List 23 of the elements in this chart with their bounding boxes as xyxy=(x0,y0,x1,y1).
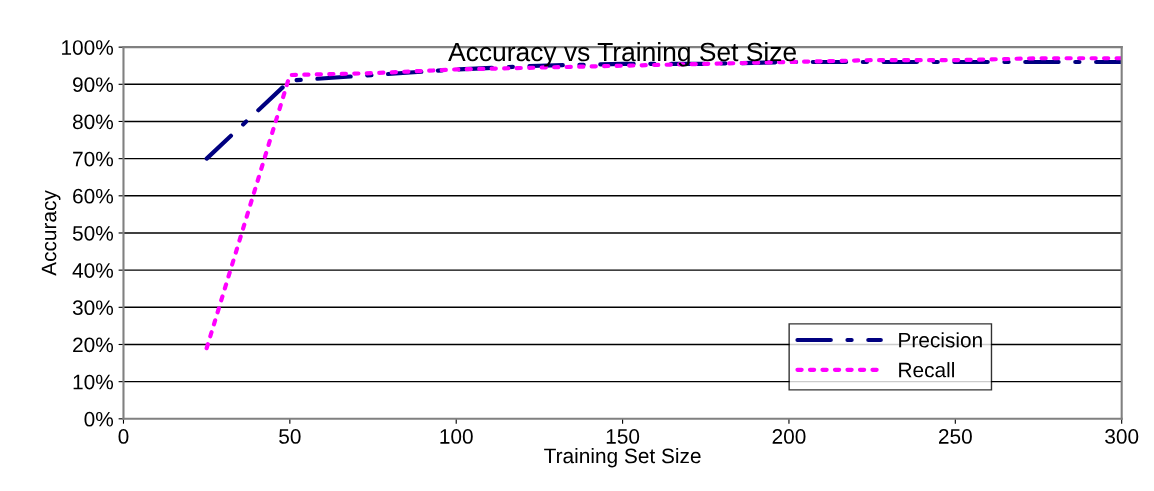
x-tick-label: 250 xyxy=(938,429,972,444)
chart-title: Accuracy vs Training Set Size xyxy=(448,41,796,67)
y-tick-label: 90% xyxy=(73,77,114,93)
y-tick-label: 100% xyxy=(62,40,114,55)
y-tick-label: 50% xyxy=(72,225,114,241)
y-tick-label: 40% xyxy=(72,263,114,278)
y-tick-label: 60% xyxy=(73,188,114,204)
legend-label: Precision xyxy=(899,332,982,348)
x-tick-label: 100 xyxy=(440,429,473,444)
y-tick-label: 10% xyxy=(73,374,114,390)
y-tick-label: 20% xyxy=(73,337,114,353)
y-tick-label: 70% xyxy=(73,151,114,167)
y-axis-title: Accuracy xyxy=(41,190,61,276)
x-tick-label: 150 xyxy=(606,429,640,444)
y-tick-label: 0% xyxy=(84,411,114,427)
x-tick-label: 0 xyxy=(118,429,129,444)
y-tick-label: 30% xyxy=(72,300,114,316)
y-tick-label: 80% xyxy=(72,114,114,130)
legend-label: Recall xyxy=(899,362,954,378)
x-tick-label: 200 xyxy=(772,429,806,444)
x-tick-label: 50 xyxy=(279,429,301,444)
x-axis-title: Training Set Size xyxy=(544,447,701,468)
x-tick-label: 300 xyxy=(1105,429,1139,444)
